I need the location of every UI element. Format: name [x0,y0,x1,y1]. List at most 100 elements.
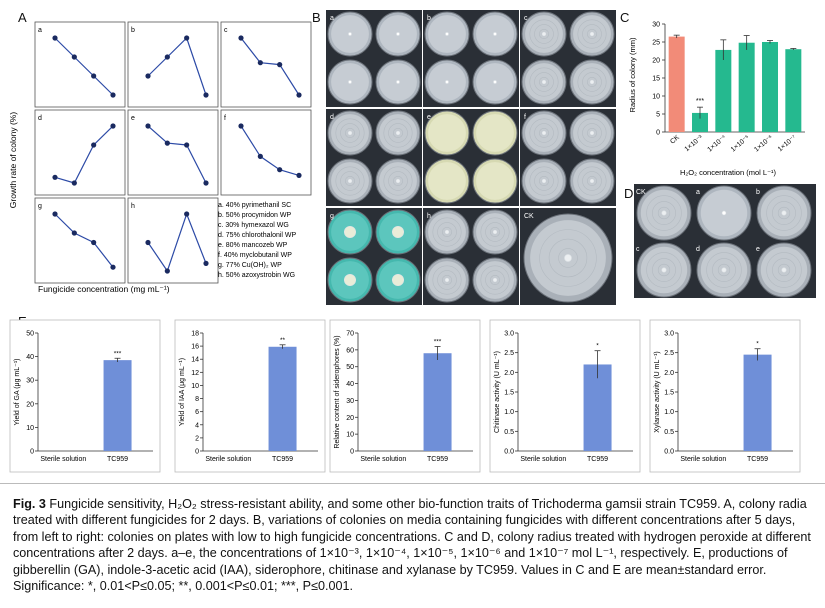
panel-a-sublabel-b: b [131,27,135,34]
panel-a-point [110,264,116,270]
panel-label-d: D [624,186,634,201]
panel-a-subplot-f [220,109,312,196]
panel-e-ylabel: Xylanase activity (U mL⁻¹) [654,351,661,433]
panel-e-xtick: Sterile solution [680,456,726,463]
panel-e-ytick: 2.0 [504,370,514,377]
panel-b-plate [521,158,567,204]
panel-e-bar [583,364,612,451]
panel-c-ytick: 15 [652,76,660,83]
panel-a-sublabel-f: f [224,115,226,122]
panel-c-ytick: 10 [652,94,660,101]
panel-c-xlabel: H₂O₂ concentration (mol L⁻¹) [680,168,777,177]
panel-e-ytick: 2.0 [664,370,674,377]
panel-a-line-h [147,212,207,273]
panel-a-sublabel-d: d [38,115,42,122]
panel-a-line-c [240,37,300,96]
panel-e-ytick: 10 [191,383,199,390]
panel-b-plate [327,110,373,156]
panel-e-ylabel: Yield of IAA (μg mL⁻¹) [179,358,186,426]
caption-lead: Fig. 3 [13,497,46,511]
panel-a-point [110,92,116,98]
panel-a-ylabel: Growth rate of colony (%) [8,112,18,209]
panel-d-label-b: b [756,189,760,196]
panel-b-plate [375,158,421,204]
panel-e-ytick: 20 [346,415,354,422]
panel-e-chart-frame [329,319,481,473]
panel-a-point [277,167,283,173]
panel-a-subplot-d [34,109,126,196]
panel-b-label-e: e [427,114,431,121]
panel-e-ytick: 16 [191,344,199,351]
panel-a-point [71,230,77,236]
panel-a-sublabel-a: a [38,27,42,34]
panel-a-line-e [147,125,207,184]
panel-b-plate [327,209,373,255]
panel-e-ytick: 0 [30,449,34,456]
panel-c-ytick: 30 [652,22,660,29]
panel-e-ytick: 2.5 [504,350,514,357]
panel-b-plate [327,59,373,105]
panel-a-line-d [54,125,114,184]
panel-e-ytick: 18 [191,331,199,338]
panel-b-plate [472,59,518,105]
panel-c-ytick: 5 [656,112,660,119]
panel-a-point [238,35,244,41]
panel-e-ytick: 14 [191,357,199,364]
panel-e-xtick: TC959 [587,456,608,463]
panel-b-plate [472,209,518,255]
panel-a-point [277,62,283,68]
panel-a-line-charts: a b c d e f g h Growth rate of colony (%) Fungi… [8,21,312,294]
panel-c-bar [692,112,708,132]
panel-a-sublabel-c: c [224,27,228,34]
panel-e-ytick: 40 [26,354,34,361]
panel-c-ylabel: Radius of colony (mm) [628,37,637,113]
panel-a-subplot-h [127,197,219,284]
panel-e-ytick: 10 [346,432,354,439]
panel-a-legend-item: h. 50% azoxystrobin WG [218,272,295,279]
panel-e-significance: * [596,343,599,350]
panel-a-point [52,35,58,41]
panel-c-bar [668,36,685,132]
panel-a-point [110,123,116,129]
panel-e-ytick: 20 [26,401,34,408]
panel-e-ytick: 40 [346,381,354,388]
panel-c-ytick: 25 [652,40,660,47]
panel-c-significance: *** [696,98,704,105]
panel-b-plate-images: a b c d e f g h CK [326,10,616,305]
panel-b-plate [569,59,615,105]
panel-c-ytick: 20 [652,58,660,65]
panel-b-plate [424,110,470,156]
panel-b-plate [472,110,518,156]
panel-d-plate-CK [636,185,692,241]
panel-e-ytick: 0.5 [664,429,674,436]
panel-a-legend-item: d. 75% chlorothalonil WP [218,232,297,239]
panel-b-plate [424,59,470,105]
panel-a-point [164,268,170,274]
panel-e-xtick: Sterile solution [205,456,251,463]
panel-a-point [184,142,190,148]
panel-e-ytick: 1.5 [664,390,674,397]
panel-b-plate [424,257,470,303]
panel-b-label-h: h [427,213,431,220]
panel-e-ytick: 60 [346,347,354,354]
panel-e-ytick: 50 [346,364,354,371]
panel-a-point [203,180,209,186]
panel-c-xtick: 1×10⁻⁷ [777,134,798,153]
panel-a-sublabel-h: h [131,203,135,210]
panel-e-xtick: TC959 [272,456,293,463]
panel-b-plate [327,257,373,303]
panel-c-bar [785,49,802,133]
panel-a-sublabel-g: g [38,203,42,210]
panel-d-plate-images: CK a b c d e [634,184,816,298]
panel-b-label-c: c [524,15,528,22]
panel-a-legend-item: b. 50% procymidon WP [218,212,291,219]
panel-a-line-f [240,125,300,176]
panel-a-point [52,174,58,180]
panel-e-bar [268,346,297,451]
panel-a-subplot-e [127,109,219,196]
panel-e-ylabel: Relative content of siderophores (%) [334,335,341,448]
panel-c-bar [738,42,755,132]
panel-a-point [296,92,302,98]
panel-e-ytick: 4 [195,422,199,429]
panel-a-point [91,239,97,246]
